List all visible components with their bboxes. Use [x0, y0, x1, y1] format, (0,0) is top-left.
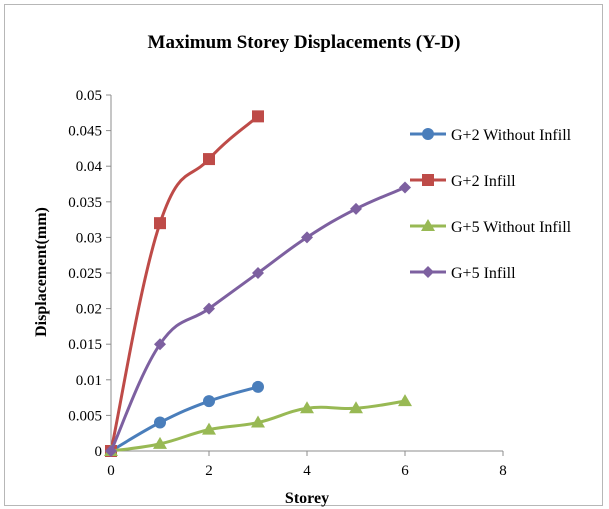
- legend-label: G+5 Infill: [451, 265, 516, 282]
- y-tick-label: 0.045: [68, 124, 102, 140]
- axes: 0 0.005 0.01 0.015 0.02 0.025 0.03 0.035 0.04 0.0…: [68, 88, 507, 479]
- data-point-circle: [252, 380, 264, 393]
- data-point-triangle: [349, 401, 363, 414]
- chart-title: Maximum Storey Displacements (Y-D): [148, 32, 461, 53]
- legend-entry: G+2 Infill: [410, 173, 516, 190]
- data-point-diamond: [399, 181, 411, 194]
- x-tick-label: 0: [107, 463, 115, 479]
- series-line: [110, 385, 259, 453]
- data-point-square: [252, 110, 264, 123]
- data-point-diamond: [301, 231, 313, 244]
- x-axis-title: Storey: [285, 490, 329, 507]
- data-point-triangle: [398, 394, 412, 407]
- series-4: [105, 181, 411, 457]
- legend-entry: G+2 Without Infill: [410, 127, 572, 144]
- series-1: [105, 380, 264, 457]
- legend-marker: [422, 174, 434, 186]
- data-point-square: [154, 217, 166, 230]
- data-point-diamond: [252, 267, 264, 279]
- legend-label: G+2 Without Infill: [451, 127, 572, 144]
- series-line: [109, 115, 259, 452]
- x-tick-label: 2: [205, 463, 213, 479]
- data-point-square: [203, 153, 215, 166]
- x-tick-label: 6: [401, 463, 409, 479]
- y-tick-label: 0.05: [76, 88, 102, 104]
- y-tick-label: 0: [95, 444, 103, 460]
- data-point-diamond: [203, 302, 215, 315]
- data-point-diamond: [105, 445, 117, 457]
- data-point-diamond: [350, 202, 362, 215]
- y-tick-label: 0.01: [76, 373, 102, 389]
- chart-frame: [4, 4, 603, 506]
- data-point-triangle: [300, 401, 314, 414]
- data-point-triangle: [202, 422, 216, 435]
- data-point-triangle: [153, 436, 167, 449]
- series-3: [104, 394, 412, 456]
- legend-marker: [422, 128, 434, 140]
- data-point-circle: [154, 416, 166, 429]
- y-tick-label: 0.005: [68, 408, 102, 424]
- x-tick-label: 4: [303, 463, 311, 479]
- data-point-diamond: [154, 338, 166, 351]
- y-tick-label: 0.03: [76, 230, 102, 246]
- series-layer: [104, 110, 412, 457]
- legend-entry: G+5 Infill: [410, 265, 516, 282]
- y-tick-label: 0.015: [68, 337, 102, 353]
- y-tick-label: 0.035: [68, 195, 102, 211]
- legend-label: G+5 Without Infill: [451, 219, 572, 236]
- legend-marker: [421, 219, 435, 231]
- data-point-circle: [203, 395, 215, 408]
- legend-label: G+2 Infill: [451, 173, 516, 190]
- y-tick-label: 0.025: [68, 266, 102, 282]
- legend-marker: [422, 266, 434, 278]
- data-point-triangle: [251, 415, 265, 428]
- y-tick-label: 0.04: [76, 159, 103, 175]
- legend-entry: G+5 Without Infill: [410, 219, 572, 236]
- y-axis-title: Displacement(mm): [33, 207, 50, 337]
- legend: G+2 Without Infill G+2 Infill G+5 Without …: [410, 127, 572, 282]
- y-tick-label: 0.02: [76, 302, 102, 318]
- x-tick-label: 8: [499, 463, 507, 479]
